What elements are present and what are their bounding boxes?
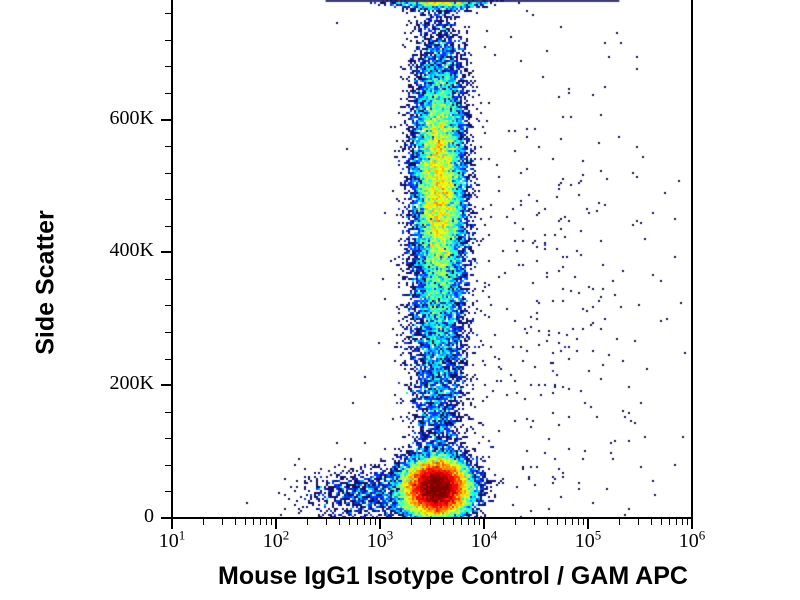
x-tick-minor <box>564 519 566 525</box>
x-tick-minor <box>577 519 579 525</box>
x-tick-minor <box>234 519 236 525</box>
x-tick-minor <box>452 519 454 525</box>
x-tick-major <box>275 519 277 529</box>
y-tick-minor <box>165 225 172 227</box>
y-tick-minor <box>165 13 172 15</box>
x-tick-minor <box>467 519 469 525</box>
y-tick-label: 400K <box>109 239 154 262</box>
x-tick-label: 104 <box>470 527 498 552</box>
x-tick-minor <box>375 519 377 525</box>
x-tick-minor <box>515 519 517 525</box>
y-tick-major <box>161 251 172 254</box>
x-tick-minor <box>479 519 481 525</box>
x-tick-minor <box>348 519 350 525</box>
x-axis-line <box>171 517 693 519</box>
x-tick-minor <box>203 519 205 525</box>
x-tick-label: 101 <box>158 527 186 552</box>
y-axis-tick-labels: 0 200K 400K 600K <box>92 0 154 527</box>
x-tick-minor <box>660 519 662 525</box>
y-tick-minor <box>165 146 172 148</box>
x-tick-major <box>171 519 173 529</box>
y-tick-label: 200K <box>109 372 154 395</box>
y-tick-major <box>161 384 172 387</box>
x-tick-minor <box>442 519 444 525</box>
y-tick-minor <box>165 438 172 440</box>
x-tick-label: 102 <box>262 527 290 552</box>
x-tick-minor <box>356 519 358 525</box>
x-tick-minor <box>650 519 652 525</box>
right-axis-line <box>691 0 693 519</box>
y-axis-line <box>171 0 173 519</box>
x-tick-minor <box>271 519 273 525</box>
x-tick-label: 106 <box>678 527 706 552</box>
x-tick-label: 105 <box>574 527 602 552</box>
x-tick-minor <box>675 519 677 525</box>
x-tick-label: 103 <box>366 527 394 552</box>
y-tick-major <box>161 517 172 519</box>
x-tick-minor <box>252 519 254 525</box>
x-tick-minor <box>583 519 585 525</box>
x-tick-major <box>483 519 485 529</box>
x-tick-minor <box>325 519 327 525</box>
x-tick-minor <box>244 519 246 525</box>
y-tick-minor <box>165 199 172 201</box>
x-tick-minor <box>637 519 639 525</box>
x-tick-minor <box>429 519 431 525</box>
x-tick-minor <box>473 519 475 525</box>
x-tick-minor <box>668 519 670 525</box>
density-dotplot-canvas[interactable] <box>172 0 692 518</box>
y-tick-minor <box>165 332 172 334</box>
x-tick-minor <box>619 519 621 525</box>
x-tick-minor <box>307 519 309 525</box>
x-tick-major <box>587 519 589 529</box>
y-tick-minor <box>165 66 172 68</box>
y-tick-label: 600K <box>109 106 154 129</box>
x-tick-minor <box>338 519 340 525</box>
plot-area[interactable] <box>172 0 692 518</box>
y-tick-minor <box>165 172 172 174</box>
x-tick-major <box>379 519 381 529</box>
y-tick-minor <box>165 278 172 280</box>
x-tick-minor <box>363 519 365 525</box>
x-tick-minor <box>556 519 558 525</box>
x-tick-minor <box>221 519 223 525</box>
x-tick-minor <box>265 519 267 525</box>
x-tick-minor <box>681 519 683 525</box>
y-tick-minor <box>165 358 172 360</box>
x-tick-minor <box>369 519 371 525</box>
x-tick-minor <box>687 519 689 525</box>
y-tick-major <box>161 118 172 121</box>
y-tick-minor <box>165 411 172 413</box>
y-tick-minor <box>165 305 172 307</box>
y-tick-minor <box>165 464 172 466</box>
x-axis-title: Mouse IgG1 Isotype Control / GAM APC <box>218 562 688 590</box>
y-tick-minor <box>165 491 172 493</box>
x-tick-minor <box>411 519 413 525</box>
x-tick-minor <box>571 519 573 525</box>
y-tick-label: 0 <box>144 505 154 527</box>
y-axis-title: Side Scatter <box>31 210 60 355</box>
x-tick-minor <box>533 519 535 525</box>
x-tick-minor <box>546 519 548 525</box>
x-tick-major <box>691 519 693 529</box>
y-tick-minor <box>165 39 172 41</box>
x-tick-minor <box>460 519 462 525</box>
x-tick-minor <box>259 519 261 525</box>
y-tick-minor <box>165 92 172 94</box>
